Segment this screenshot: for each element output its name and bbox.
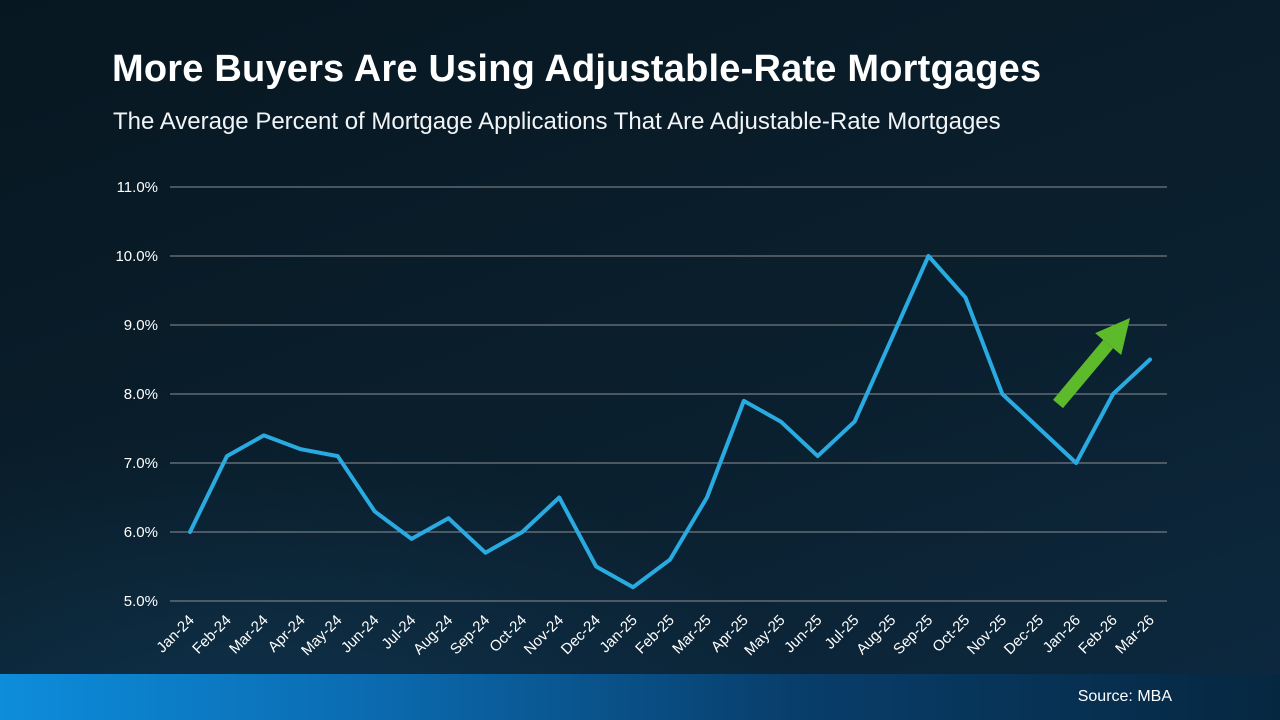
x-axis-tick-label: Aug-24 <box>410 612 456 658</box>
x-axis-tick-label: Mar-26 <box>1112 612 1158 658</box>
footer-accent-bar: Source: MBA <box>0 674 1280 720</box>
y-axis-tick-label: 9.0% <box>124 317 158 334</box>
page-title: More Buyers Are Using Adjustable-Rate Mo… <box>112 48 1042 90</box>
data-series-line <box>188 254 1152 590</box>
source-attribution: Source: MBA <box>1077 688 1172 705</box>
x-axis-tick-label: Feb-25 <box>632 612 678 658</box>
trend-arrow-shaft <box>1053 339 1114 409</box>
x-axis-tick-label: Nov-25 <box>964 612 1010 658</box>
x-axis-tick-label: Jan-25 <box>596 612 640 656</box>
y-axis-tick-label: 6.0% <box>124 524 158 541</box>
x-axis-tick-label: Jan-24 <box>153 612 197 656</box>
y-axis-tick-label: 7.0% <box>124 455 158 472</box>
y-axis-tick-label: 5.0% <box>124 593 158 610</box>
x-axis-tick-label: May-24 <box>298 612 345 659</box>
x-axis-tick-label: Mar-25 <box>669 612 715 658</box>
x-axis-tick-label: Jan-26 <box>1040 612 1084 656</box>
x-axis-tick-label: Dec-24 <box>558 612 604 658</box>
x-axis-tick-label: Nov-24 <box>521 612 567 658</box>
y-axis-tick-label: 11.0% <box>117 179 158 196</box>
y-axis-tick-label: 10.0% <box>115 248 158 265</box>
x-axis-tick-label: Feb-26 <box>1075 612 1121 658</box>
x-axis-tick-label: Sep-25 <box>890 612 936 658</box>
x-axis-tick-label: Jun-25 <box>781 612 825 656</box>
x-axis-tick-label: Mar-24 <box>226 612 272 658</box>
y-axis-tick-label: 8.0% <box>124 386 158 403</box>
page-subtitle: The Average Percent of Mortgage Applicat… <box>113 108 1001 135</box>
x-axis-tick-label: Dec-25 <box>1001 612 1047 658</box>
x-axis-tick-label: Jun-24 <box>338 612 382 656</box>
x-axis-tick-label: May-25 <box>741 612 788 659</box>
x-axis-tick-label: Aug-25 <box>853 612 899 658</box>
trend-arrow-head <box>1095 318 1130 355</box>
x-axis-tick-label: Feb-24 <box>189 612 235 658</box>
x-axis-tick-label: Sep-24 <box>447 612 493 658</box>
